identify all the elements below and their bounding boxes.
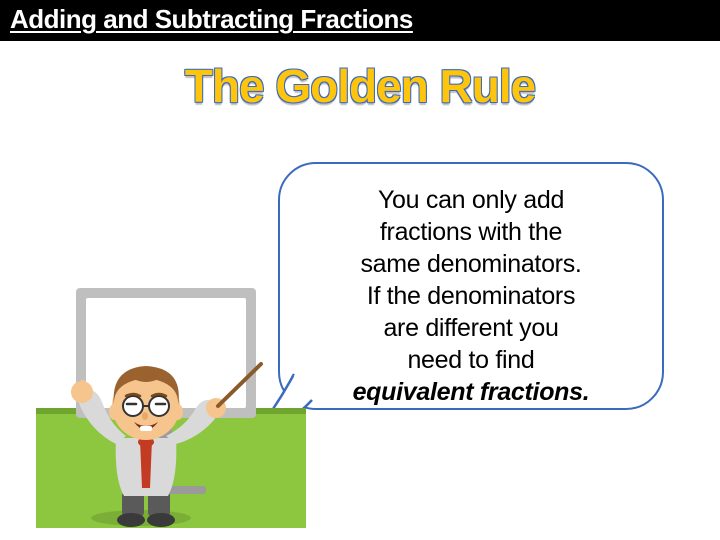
speech-line: fractions with the: [380, 218, 562, 246]
speech-line: are different you: [383, 314, 558, 342]
speech-bubble: You can only add fractions with the same…: [278, 162, 664, 410]
speech-line: You can only add: [378, 186, 564, 214]
page-heading: Adding and Subtracting Fractions: [10, 4, 710, 35]
main-title: The Golden Rule: [0, 59, 720, 113]
header-bar: Adding and Subtracting Fractions: [0, 0, 720, 41]
teacher-illustration: [36, 268, 306, 528]
speech-line: same denominators.: [360, 250, 581, 278]
speech-line: If the denominators: [367, 282, 575, 310]
speech-text: You can only add fractions with the same…: [302, 184, 640, 408]
speech-emphasis: equivalent fractions.: [353, 378, 590, 406]
speech-line: need to find: [407, 346, 534, 374]
